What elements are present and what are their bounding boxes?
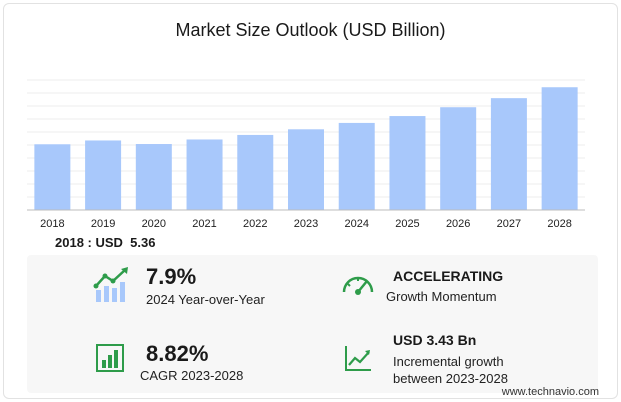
bar-2019 — [85, 140, 122, 210]
cagr-label: CAGR 2023-2028 — [140, 368, 244, 383]
x-tick-label: 2024 — [344, 218, 368, 230]
bar-2027 — [490, 98, 527, 210]
incremental-label-line2: between 2023-2028 — [393, 371, 508, 386]
base-year-value: 5.36 — [130, 235, 156, 250]
base-year: 2018 — [55, 235, 84, 250]
bar-2021 — [186, 139, 223, 210]
footer-source: www.technavio.com — [501, 386, 599, 398]
x-tick-label: 2026 — [446, 218, 470, 230]
x-tick-label: 2028 — [547, 218, 571, 230]
x-tick-label: 2019 — [91, 218, 115, 230]
base-year-separator: : — [83, 235, 96, 250]
cagr-value: 8.82% — [146, 341, 209, 366]
x-tick-label: 2025 — [395, 218, 419, 230]
yoy-label: 2024 Year-over-Year — [146, 292, 265, 307]
momentum-value: ACCELERATING — [393, 268, 504, 284]
x-tick-label: 2027 — [497, 218, 521, 230]
x-tick-label: 2022 — [243, 218, 267, 230]
chart-title: Market Size Outlook (USD Billion) — [175, 20, 446, 40]
line-growth-icon — [345, 346, 371, 371]
x-tick-labels: 2018 2019 2020 2021 2022 2023 2024 2025 2026 2027… — [40, 218, 572, 230]
x-tick-label: 2023 — [294, 218, 318, 230]
base-year-label: 2018 : USD 5.36 — [55, 235, 155, 250]
bar-2026 — [440, 107, 477, 210]
bars-group — [34, 87, 578, 210]
bar-2020 — [135, 144, 172, 210]
bar-chart: 2018 2019 2020 2021 2022 2023 2024 2025 2026 2027… — [27, 79, 585, 230]
incremental-label-line1: Incremental growth — [393, 354, 504, 369]
incremental-value: USD 3.43 Bn — [393, 332, 477, 348]
base-year-currency: USD — [95, 235, 123, 250]
yoy-value: 7.9% — [146, 264, 197, 289]
bar-2023 — [288, 129, 324, 210]
bar-2024 — [338, 122, 375, 210]
speedometer-icon — [342, 276, 374, 295]
momentum-label: Growth Momentum — [386, 289, 497, 304]
bar-growth-icon — [96, 344, 124, 372]
x-tick-label: 2021 — [192, 218, 216, 230]
x-tick-label: 2020 — [142, 218, 166, 230]
bar-2025 — [389, 116, 426, 210]
bar-2028 — [541, 87, 578, 210]
bar-2022 — [237, 134, 274, 210]
bar-2018 — [34, 144, 71, 210]
trend-chart-icon — [93, 267, 128, 302]
x-tick-label: 2018 — [40, 218, 64, 230]
